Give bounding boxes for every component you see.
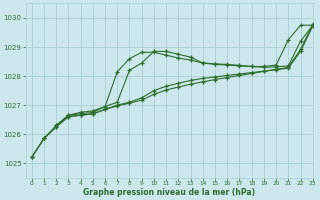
X-axis label: Graphe pression niveau de la mer (hPa): Graphe pression niveau de la mer (hPa)	[83, 188, 255, 197]
